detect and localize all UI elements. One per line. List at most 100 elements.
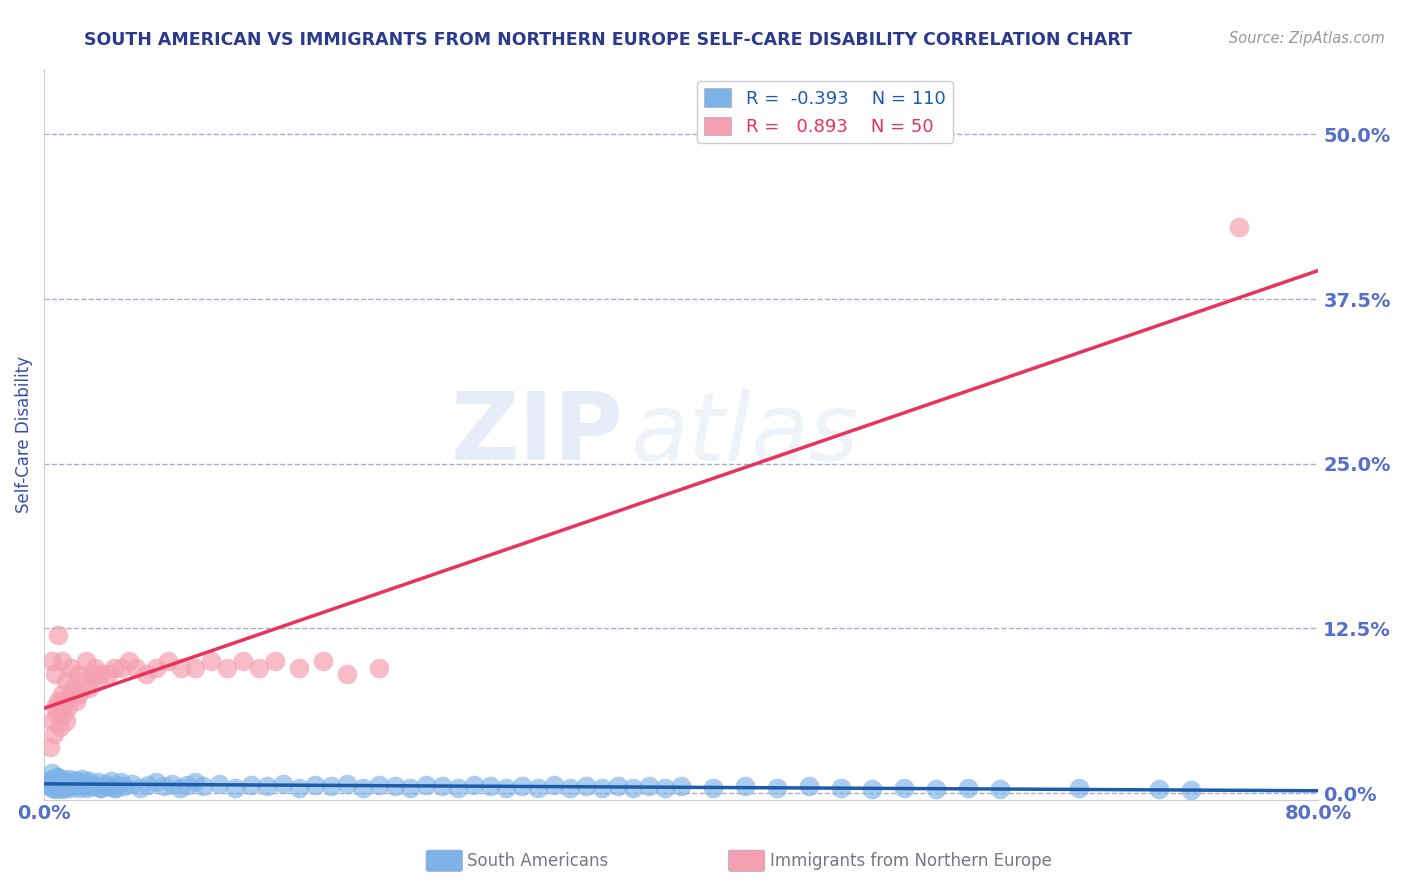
Point	[860, 782, 883, 797]
Point	[69, 777, 91, 791]
Point	[956, 780, 979, 795]
Point	[176, 778, 198, 792]
Point	[53, 780, 76, 795]
Point	[52, 772, 75, 787]
Point	[479, 780, 502, 794]
Point	[103, 661, 125, 675]
Point	[51, 687, 73, 701]
Point	[67, 780, 90, 795]
Point	[152, 780, 174, 794]
Point	[42, 775, 65, 789]
Point	[543, 778, 565, 792]
Point	[1147, 782, 1170, 797]
Point	[73, 778, 96, 792]
Point	[67, 687, 90, 701]
Point	[247, 661, 270, 675]
Point	[49, 720, 72, 734]
Point	[367, 778, 389, 792]
Point	[48, 628, 70, 642]
Point	[240, 778, 263, 792]
Point	[39, 739, 62, 754]
Point	[510, 780, 533, 794]
Point	[72, 772, 94, 786]
Point	[797, 780, 820, 794]
Point	[104, 780, 127, 795]
Point	[39, 774, 62, 789]
Point	[53, 774, 76, 789]
Point	[170, 661, 193, 675]
Point	[75, 654, 97, 668]
Point	[73, 780, 96, 794]
Point	[60, 661, 83, 675]
Point	[654, 780, 676, 795]
Point	[136, 778, 159, 792]
Point	[319, 780, 342, 794]
Point	[160, 777, 183, 791]
Point	[55, 714, 77, 728]
Point	[49, 780, 72, 794]
Point	[399, 780, 422, 795]
Point	[125, 661, 148, 675]
Point	[97, 780, 120, 794]
Point	[49, 772, 72, 787]
Point	[80, 667, 103, 681]
Point	[62, 681, 84, 695]
Point	[41, 780, 63, 795]
Point	[76, 780, 98, 795]
Point	[51, 782, 73, 797]
Point	[591, 780, 613, 795]
Point	[60, 775, 83, 789]
Point	[66, 774, 89, 789]
Point	[42, 727, 65, 741]
Point	[271, 777, 294, 791]
Point	[41, 714, 63, 728]
Point	[415, 778, 437, 792]
Point	[56, 772, 79, 786]
Point	[41, 766, 63, 780]
Point	[128, 780, 150, 795]
Point	[288, 661, 311, 675]
Point	[575, 780, 598, 794]
Point	[56, 700, 79, 714]
Point	[41, 654, 63, 668]
Point	[1069, 780, 1091, 795]
Point	[90, 667, 112, 681]
Point	[93, 777, 115, 791]
Point	[336, 777, 359, 791]
Point	[224, 780, 246, 795]
Point	[48, 774, 70, 789]
Point	[232, 654, 254, 668]
Point	[86, 674, 108, 689]
Point	[117, 654, 139, 668]
Text: atlas: atlas	[630, 389, 859, 480]
Point	[145, 661, 167, 675]
Point	[63, 772, 86, 787]
Point	[638, 780, 661, 794]
Point	[65, 777, 87, 791]
Point	[90, 780, 112, 795]
Point	[200, 654, 222, 668]
Point	[51, 654, 73, 668]
Point	[42, 780, 65, 794]
Point	[51, 775, 73, 789]
Point	[1180, 783, 1202, 797]
Point	[336, 667, 359, 681]
Point	[65, 780, 87, 794]
Point	[925, 782, 948, 797]
Point	[184, 661, 207, 675]
Point	[45, 770, 67, 784]
Point	[184, 775, 207, 789]
Point	[495, 780, 517, 795]
Point	[55, 674, 77, 689]
Point	[110, 775, 132, 789]
Point	[766, 780, 789, 795]
Point	[80, 778, 103, 792]
Point	[44, 667, 66, 681]
Point	[80, 780, 103, 794]
Point	[121, 777, 143, 791]
Point	[44, 700, 66, 714]
Point	[256, 780, 278, 794]
Point	[49, 772, 72, 786]
Point	[893, 780, 915, 795]
Text: South Americans: South Americans	[467, 852, 607, 870]
